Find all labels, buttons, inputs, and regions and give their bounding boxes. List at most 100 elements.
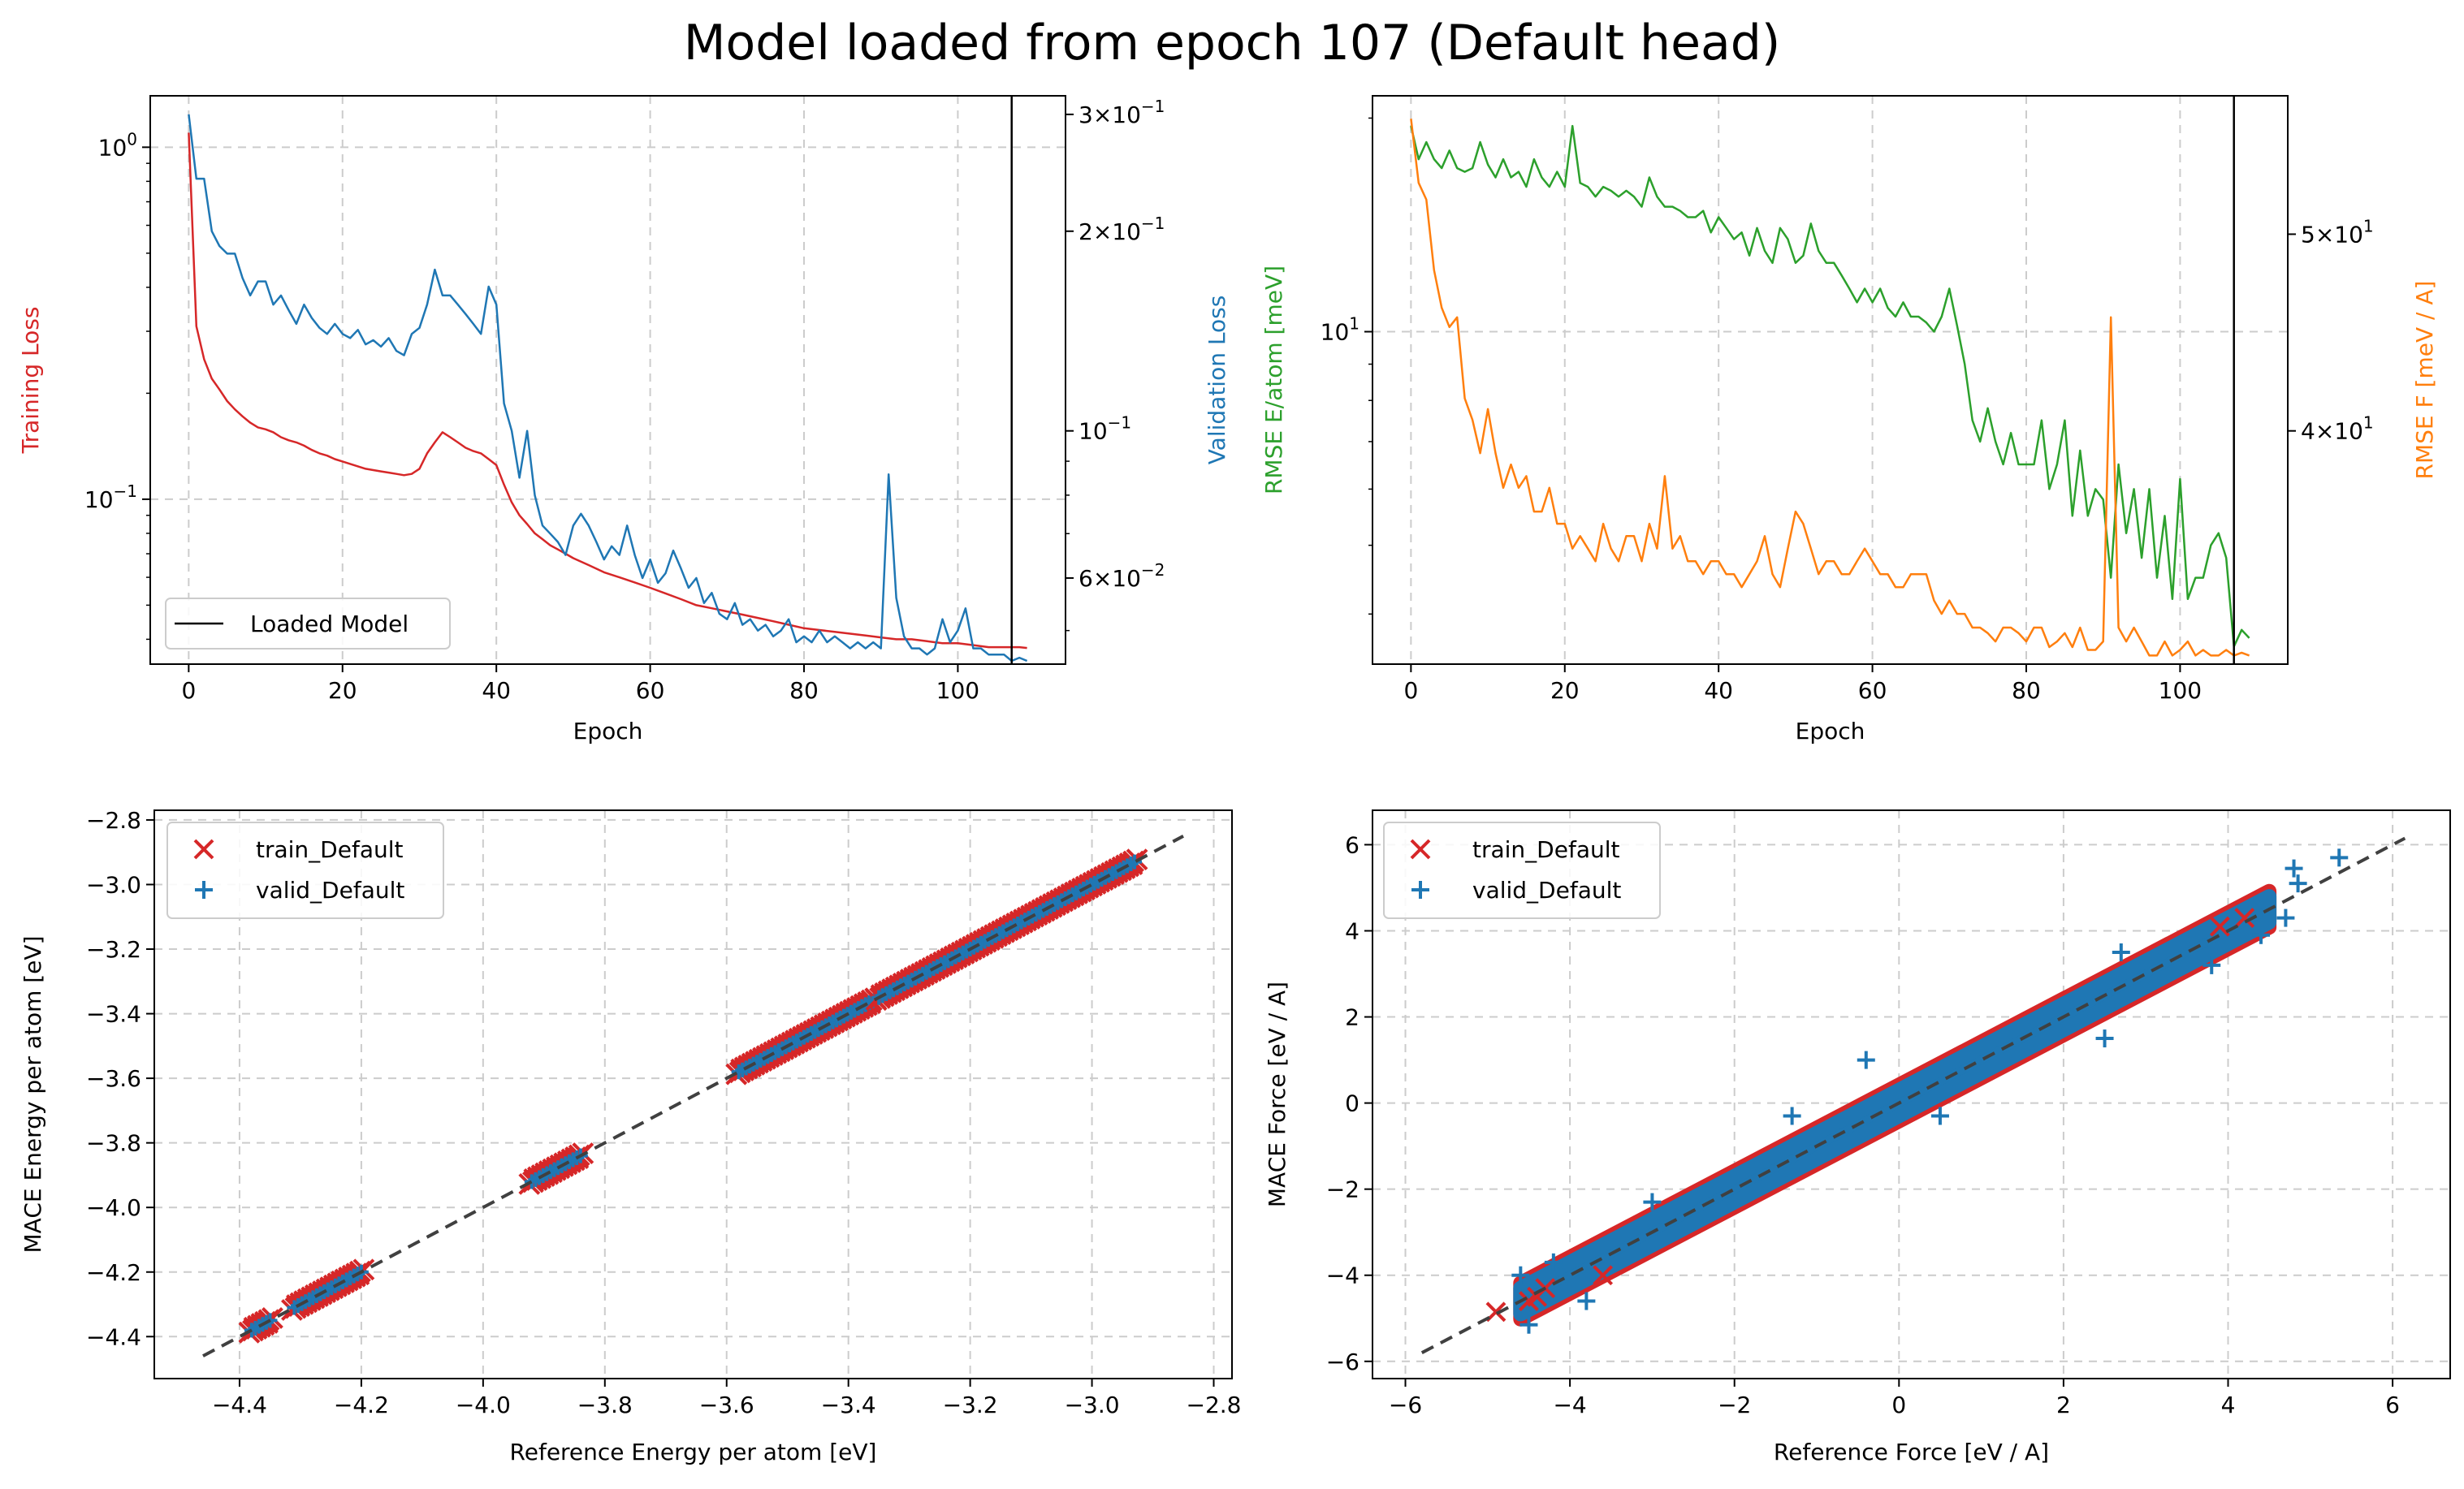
legend-label-train: train_Default (1472, 836, 1620, 863)
y-axis-label-right: RMSE F [meV / A] (2411, 281, 2438, 480)
y-tick-label: 2 (1345, 1004, 1360, 1031)
y-tick-left-label: 10−1 (84, 481, 137, 513)
plot-frame (1372, 809, 2451, 1379)
y-tick-label: −2.8 (86, 807, 141, 834)
train-outlier (1485, 1301, 1506, 1323)
y-axis-label-left: Training Loss (17, 307, 44, 455)
x-tick-label: 0 (181, 677, 196, 704)
train-outlier-b (1485, 1301, 1506, 1323)
legend-marker-valid (195, 881, 213, 899)
y-axis-label: MACE Force [eV / A] (1264, 982, 1290, 1207)
y-tick-right-label: 4×101 (2301, 413, 2374, 445)
y-tick-label: −4.2 (86, 1259, 141, 1286)
x-tick-label: −3.6 (699, 1392, 754, 1418)
valid-outlier (2289, 874, 2307, 893)
x-tick-label: −6 (1389, 1392, 1422, 1418)
x-tick-label: 6 (2385, 1392, 2400, 1418)
x-tick-label: 80 (2012, 677, 2041, 704)
x-tick-label: −2 (1718, 1392, 1751, 1418)
y-axis-label-left: RMSE E/atom [meV] (1260, 265, 1287, 494)
valid-outlier (1643, 1193, 1662, 1211)
valid-outlier (1857, 1051, 1875, 1069)
valid-outlier (2095, 1029, 2114, 1048)
y-tick-label: −3.8 (86, 1130, 141, 1157)
x-tick-label: 20 (1550, 677, 1580, 704)
valid-outlier (1577, 1292, 1596, 1310)
valid-outlier (2112, 943, 2130, 961)
valid-outlier (2202, 956, 2221, 974)
x-tick-label: 0 (1891, 1392, 1906, 1418)
figure-title: Model loaded from epoch 107 (Default hea… (683, 15, 1781, 71)
y-tick-right-label: 2×10−1 (1079, 214, 1165, 245)
legend-marker-train (1410, 839, 1431, 860)
legend-label-valid: valid_Default (256, 877, 404, 904)
valid-outlier (2276, 909, 2295, 927)
x-tick-label: 20 (328, 677, 357, 704)
x-tick-label: 100 (2159, 677, 2202, 704)
x-tick-label: −4.4 (212, 1392, 267, 1418)
x-tick-label: −3.0 (1065, 1392, 1120, 1418)
x-tick-label: 40 (482, 677, 511, 704)
y-tick-label: −3.0 (86, 871, 141, 898)
x-tick-label: −2.8 (1187, 1392, 1242, 1418)
y-tick-left-label: 101 (1321, 314, 1360, 346)
x-tick-label: 4 (2221, 1392, 2236, 1418)
x-tick-label: −3.8 (577, 1392, 633, 1418)
valid-point (1127, 854, 1143, 870)
train-outlier-b (2209, 916, 2230, 937)
y-tick-right-label: 5×101 (2301, 216, 2374, 248)
series-line-rmse_e (1410, 124, 2250, 648)
series-line-valid_loss (188, 114, 1028, 662)
x-tick-label: 100 (936, 677, 979, 704)
legend-marker-train-b (1410, 839, 1431, 860)
series-line-rmse_f (1410, 119, 2250, 657)
legend-label-loaded-model: Loaded Model (250, 611, 409, 637)
valid-outlier (1783, 1107, 1801, 1125)
legend-box (165, 598, 451, 650)
parity-line (202, 835, 1184, 1357)
legend-label-train: train_Default (256, 836, 404, 863)
y-tick-label: −3.4 (86, 1001, 141, 1028)
x-axis-label: Epoch (573, 718, 643, 744)
train-outlier (2234, 908, 2255, 928)
x-tick-label: −3.4 (821, 1392, 876, 1418)
valid-outlier (1511, 1266, 1530, 1284)
x-tick-label: 0 (1403, 677, 1418, 704)
x-axis-label: Reference Energy per atom [eV] (510, 1439, 877, 1465)
x-tick-label: 2 (2056, 1392, 2071, 1418)
legend-marker-valid (1411, 881, 1429, 899)
plot-frame (153, 809, 1233, 1379)
legend-label-valid: valid_Default (1472, 877, 1621, 904)
y-tick-label: −3.6 (86, 1065, 141, 1092)
x-tick-label: 60 (636, 677, 665, 704)
y-tick-right-label: 3×10−1 (1079, 97, 1165, 128)
legend-box (166, 822, 444, 919)
valid-outlier (2252, 926, 2271, 944)
x-axis-label: Reference Force [eV / A] (1774, 1439, 2049, 1465)
train-outlier-b (1593, 1265, 1614, 1286)
valid-outlier (2330, 848, 2349, 867)
y-tick-label: −4.4 (86, 1323, 141, 1350)
y-axis-label-right: Validation Loss (1204, 296, 1230, 465)
x-tick-label: −3.2 (943, 1392, 998, 1418)
x-tick-label: −4 (1553, 1392, 1586, 1418)
y-tick-left-label: 100 (98, 129, 137, 161)
y-tick-right-label: 10−1 (1079, 413, 1131, 445)
valid-outlier (2285, 859, 2303, 878)
y-tick-label: −6 (1326, 1349, 1360, 1375)
train-outlier (1593, 1265, 1614, 1286)
valid-outlier (1519, 1315, 1538, 1334)
series-line-train_loss (188, 132, 1027, 650)
plot-frame (149, 95, 1066, 665)
x-tick-label: 40 (1704, 677, 1733, 704)
y-tick-right-label: 6×10−2 (1079, 560, 1165, 592)
x-tick-label: 80 (789, 677, 819, 704)
x-tick-label: 60 (1858, 677, 1887, 704)
parity-line (1420, 836, 2406, 1354)
y-tick-label: −2 (1326, 1176, 1360, 1203)
y-tick-label: 6 (1345, 831, 1360, 858)
y-tick-label: 4 (1345, 917, 1360, 944)
y-tick-label: −4 (1326, 1262, 1360, 1289)
x-axis-label: Epoch (1796, 718, 1865, 744)
